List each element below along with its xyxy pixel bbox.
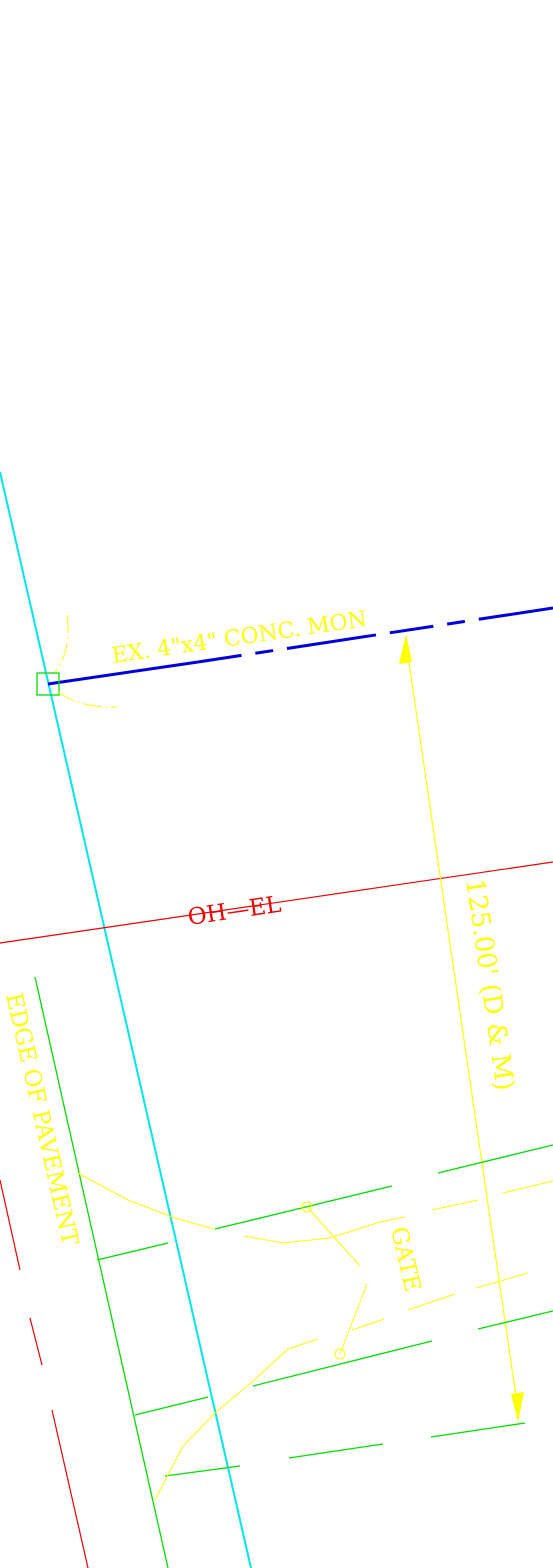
dimension-label: 125.00' (D & M) <box>459 877 520 1093</box>
dimension-arrow-top <box>399 634 412 664</box>
fence-line <box>252 1340 433 1387</box>
edge-of-pavement-line <box>34 976 169 1568</box>
property-line-dashed <box>197 606 553 664</box>
dimension-line <box>405 641 519 1411</box>
driveway-edge <box>154 1338 319 1501</box>
red-dashed-line-segment <box>51 1409 89 1568</box>
red-dashed-line-segment <box>0 1179 21 1271</box>
fence-line <box>96 1242 169 1261</box>
driveway-edge <box>77 1172 215 1230</box>
red-dashed-line-segment <box>29 1317 43 1366</box>
driveway-edge-dash <box>407 1293 456 1311</box>
gate-hinge <box>334 1348 346 1360</box>
property-line <box>47 660 199 686</box>
fence-line <box>477 1310 553 1330</box>
fence-line <box>164 1465 241 1477</box>
driveway-edge <box>243 1216 406 1244</box>
monument-label: EX. 4"x4" CONC. MON <box>110 607 368 669</box>
driveway-edge-dash <box>431 1199 479 1211</box>
driveway-edge-dash <box>475 1272 529 1289</box>
monument-arc <box>54 614 118 708</box>
gate-label: GATE <box>385 1225 425 1295</box>
right-of-way-line <box>0 471 252 1568</box>
monument-marker <box>36 672 60 696</box>
fence-line <box>214 1185 393 1230</box>
fence-line <box>134 1396 209 1416</box>
overhead-electric-line <box>0 861 553 944</box>
driveway-edge-dash <box>502 1180 553 1194</box>
fence-line <box>430 1422 526 1438</box>
gate-leaf <box>339 1283 368 1355</box>
fence-line <box>288 1443 384 1459</box>
dimension-arrow-bottom <box>511 1392 524 1422</box>
overhead-electric-label: OH—EL <box>186 892 283 931</box>
gate-leaf <box>306 1206 361 1267</box>
edge-of-pavement-label: EDGE OF PAVEMENT <box>0 991 83 1249</box>
gate-hinge <box>301 1201 313 1213</box>
fence-line <box>437 1144 553 1174</box>
driveway-edge-dash <box>351 1318 385 1331</box>
